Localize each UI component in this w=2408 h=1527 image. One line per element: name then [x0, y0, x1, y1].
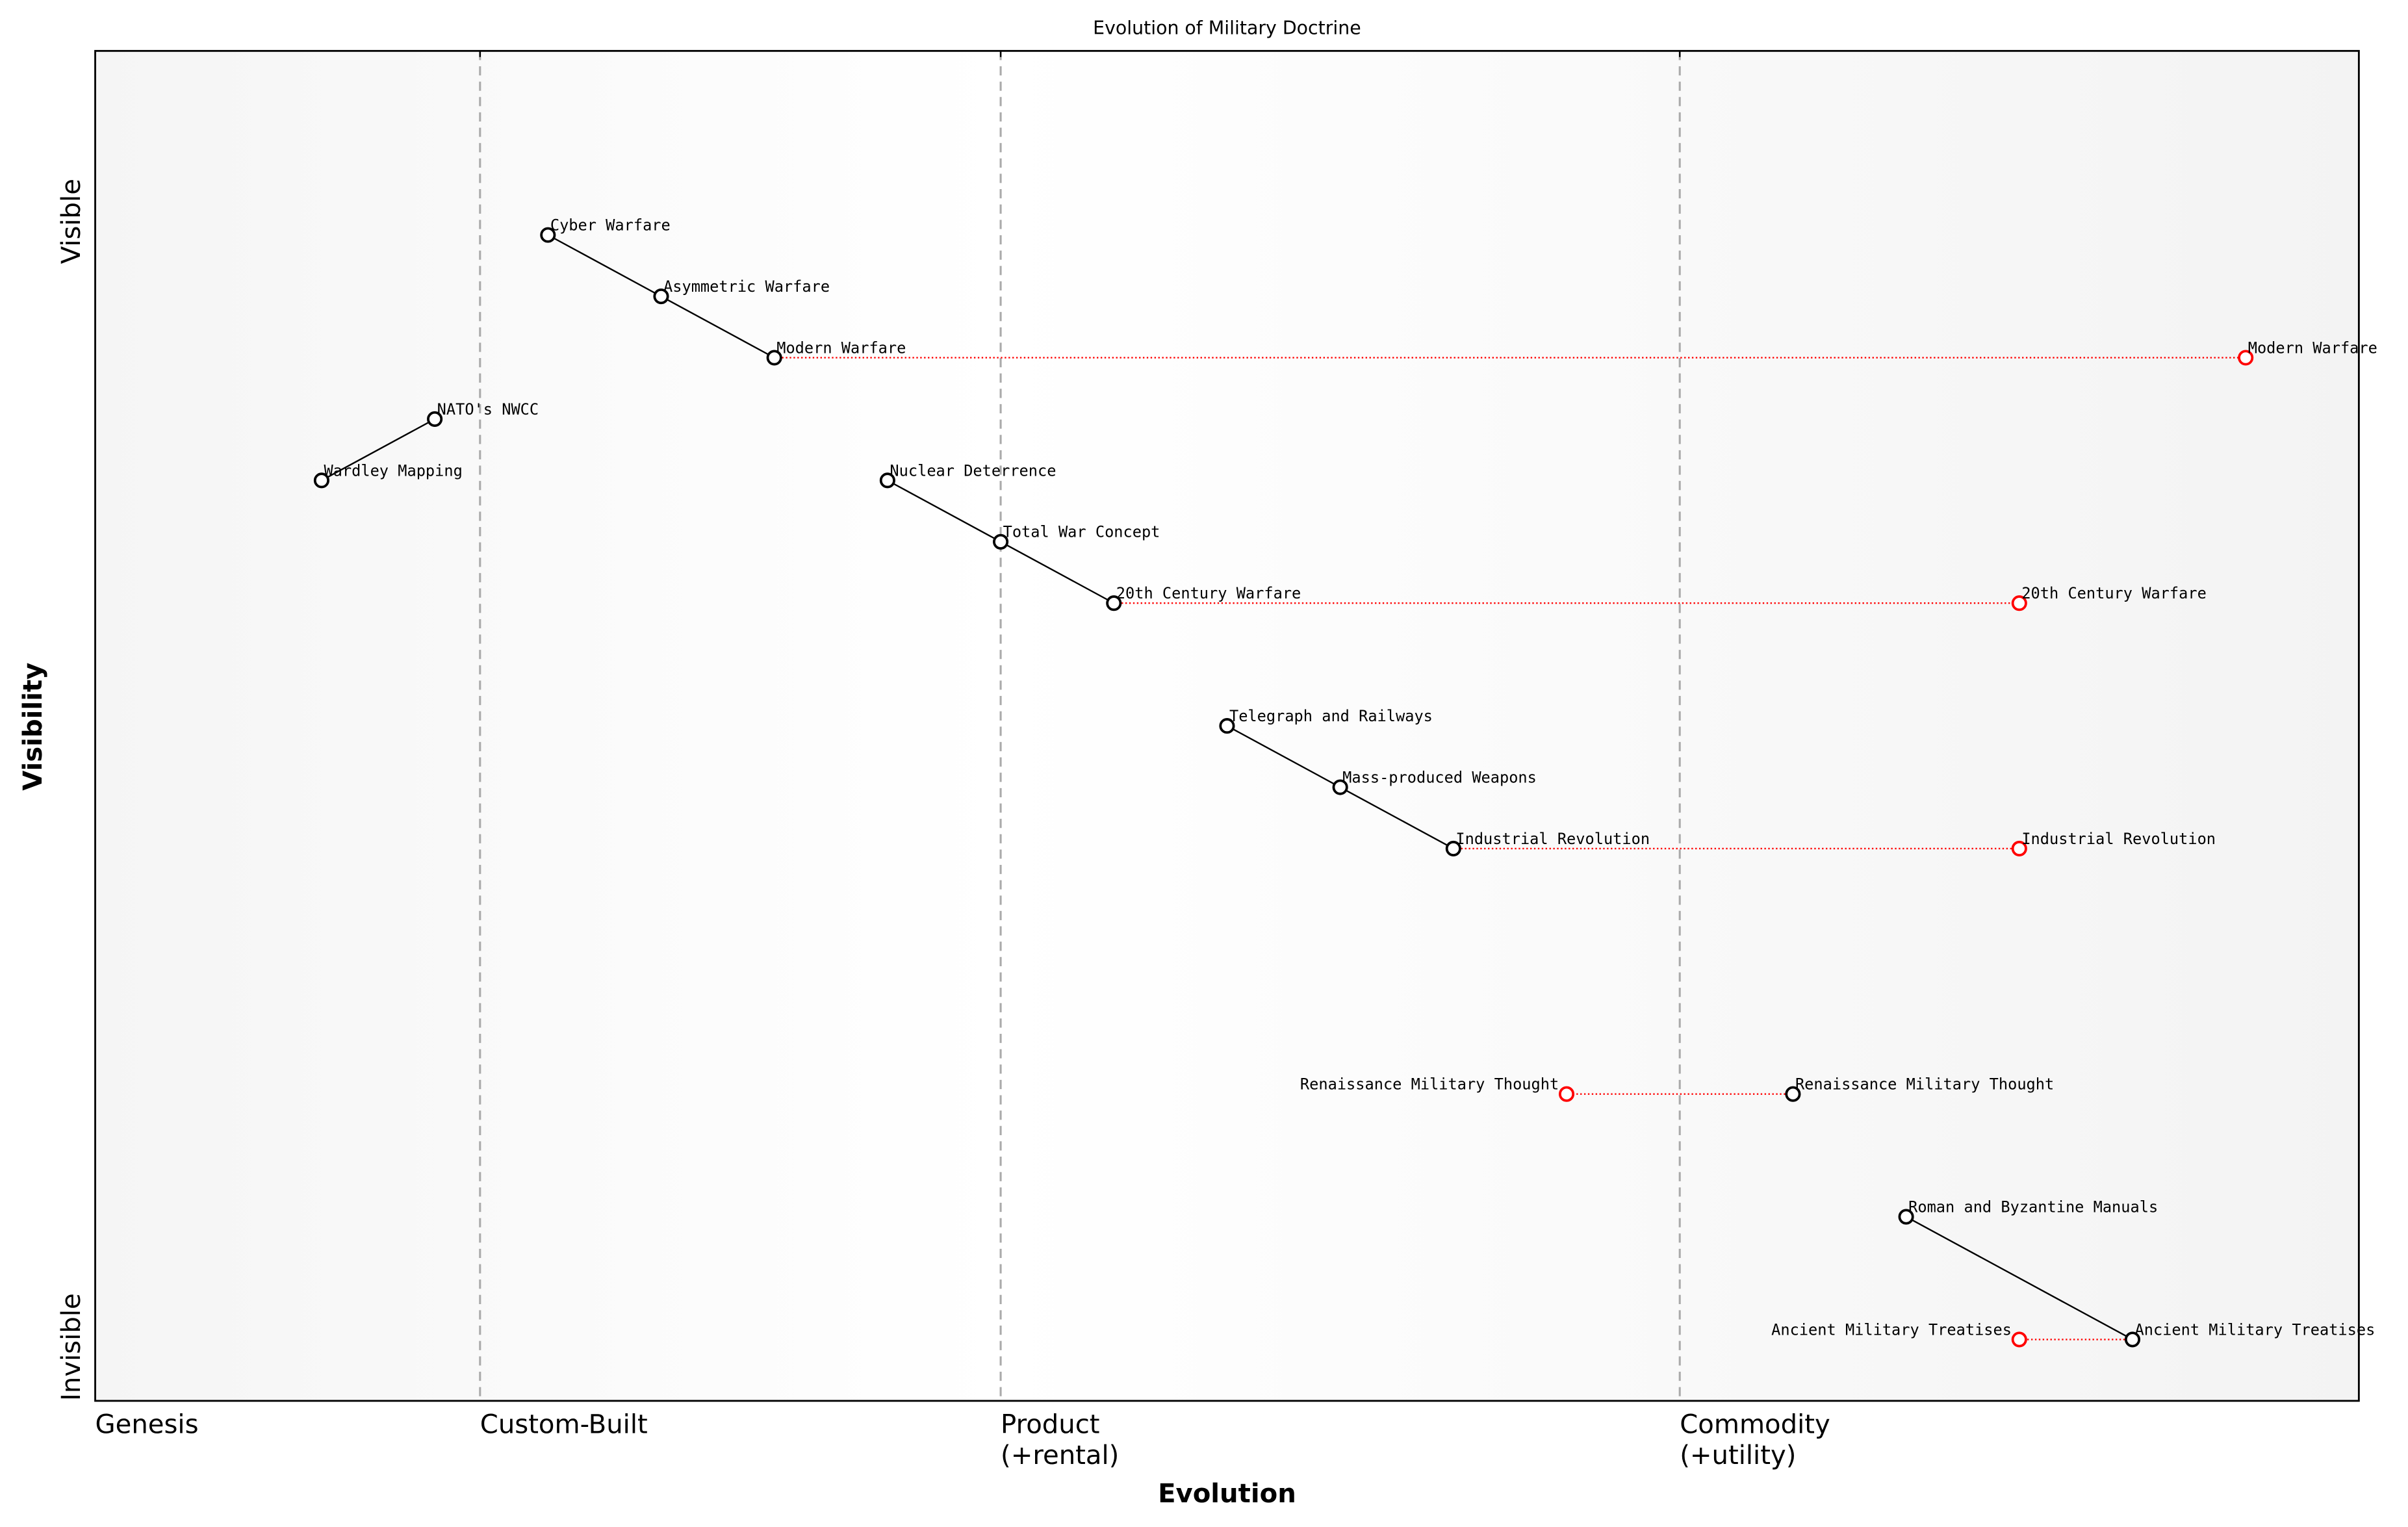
- component-label: Ancient Military Treatises: [2135, 1320, 2376, 1339]
- x-tick-label-line: (+utility): [1680, 1441, 1796, 1470]
- component-label: Wardley Mapping: [324, 461, 462, 480]
- y-tick-visible: Visible: [57, 179, 86, 264]
- component-label: Cyber Warfare: [550, 216, 671, 235]
- component-marker: [1898, 1209, 1914, 1225]
- evolution-markers: Modern Warfare 20th Century Warfare Indust…: [774, 339, 2377, 1348]
- component-label: Nuclear Deterrence: [890, 461, 1056, 480]
- x-tick-label: Commodity (+utility): [1680, 1409, 1830, 1470]
- component-marker: [766, 350, 782, 366]
- plot-frame: [94, 49, 2360, 1402]
- component-marker: [653, 289, 669, 305]
- evolved-component-label: Modern Warfare: [2248, 339, 2377, 357]
- x-tick-label: Product (+rental): [1001, 1409, 1119, 1470]
- x-tick-label-line: Custom-Built: [480, 1409, 648, 1439]
- dependency-link: [1226, 725, 1341, 788]
- evolved-component-marker: [2011, 840, 2027, 857]
- dependency-link: [547, 234, 662, 298]
- component-marker: [1332, 779, 1348, 795]
- dependency-link: [1340, 786, 1454, 849]
- component-marker: [993, 533, 1009, 550]
- y-axis-label: Visibility: [18, 663, 48, 791]
- y-tick-invisible: Invisible: [57, 1293, 86, 1401]
- component-marker: [540, 227, 556, 243]
- evolved-component-marker: [2238, 350, 2254, 366]
- component-label: Mass-produced Weapons: [1342, 768, 1537, 786]
- component-marker: [1445, 840, 1461, 857]
- evolved-component-label: Renaissance Military Thought: [1300, 1075, 1559, 1094]
- evolved-component-marker: [1558, 1086, 1575, 1102]
- x-tick-label: Custom-Built: [480, 1409, 648, 1439]
- x-tick-label-line: Genesis: [96, 1409, 199, 1439]
- x-ticks: Genesis Custom-Built Product (+rental) Commo…: [96, 51, 1830, 1470]
- evolved-component-marker: [2011, 595, 2027, 611]
- component-label: Industrial Revolution: [1455, 830, 1650, 848]
- dependency-link: [321, 418, 435, 481]
- dependency-link: [660, 296, 775, 359]
- component-marker: [1106, 595, 1122, 611]
- component-label: Modern Warfare: [776, 339, 906, 357]
- dependency-link: [1000, 541, 1114, 604]
- component-marker: [427, 411, 443, 427]
- dependency-link: [887, 480, 1001, 543]
- x-tick-label-line: Commodity: [1680, 1409, 1830, 1439]
- component-label: 20th Century Warfare: [1116, 584, 1301, 602]
- dependency-link: [1906, 1216, 2133, 1341]
- evolved-component-marker: [2011, 1331, 2027, 1348]
- evolved-component-label: Ancient Military Treatises: [1771, 1320, 2012, 1339]
- x-tick-label-line: (+rental): [1001, 1441, 1119, 1470]
- component-marker: [879, 472, 895, 489]
- component-label: Total War Concept: [1003, 523, 1160, 541]
- stage-dividers: [479, 51, 1681, 1401]
- evolved-component-label: Industrial Revolution: [2021, 830, 2216, 848]
- component-marker: [1219, 718, 1235, 734]
- component-marker: [1785, 1086, 1801, 1102]
- evolved-component-label: 20th Century Warfare: [2021, 584, 2206, 602]
- component-label: Telegraph and Railways: [1229, 707, 1433, 725]
- dependency-links: [321, 234, 2133, 1341]
- component-marker: [2124, 1331, 2141, 1348]
- x-tick-label: Genesis: [96, 1409, 199, 1439]
- chart-title: Evolution of Military Doctrine: [1093, 17, 1361, 38]
- component-marker: [313, 472, 329, 489]
- component-label: Renaissance Military Thought: [1795, 1075, 2054, 1094]
- x-tick-label-line: Product: [1001, 1409, 1099, 1439]
- component-label: Roman and Byzantine Manuals: [1908, 1198, 2158, 1216]
- x-axis-label: Evolution: [1158, 1479, 1296, 1509]
- component-label: Asymmetric Warfare: [663, 277, 830, 296]
- component-label: NATO's NWCC: [437, 400, 539, 418]
- component-markers: Cyber Warfare Asymmetric Warfare Modern Wa…: [313, 216, 2376, 1348]
